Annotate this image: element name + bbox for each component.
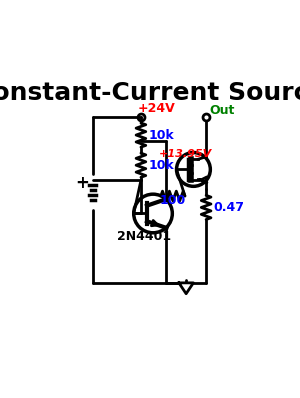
Text: +24V: +24V bbox=[138, 102, 176, 115]
Text: 100: 100 bbox=[160, 195, 186, 207]
Text: Out: Out bbox=[209, 104, 235, 117]
Text: 10k: 10k bbox=[148, 129, 174, 142]
Text: 10k: 10k bbox=[148, 159, 174, 172]
Text: +13.95V: +13.95V bbox=[158, 149, 212, 159]
Text: +: + bbox=[75, 174, 89, 191]
Text: 0.47: 0.47 bbox=[213, 201, 244, 214]
Polygon shape bbox=[179, 283, 194, 294]
Text: 2N4401: 2N4401 bbox=[117, 230, 171, 243]
Text: Constant-Current Source: Constant-Current Source bbox=[0, 81, 300, 105]
